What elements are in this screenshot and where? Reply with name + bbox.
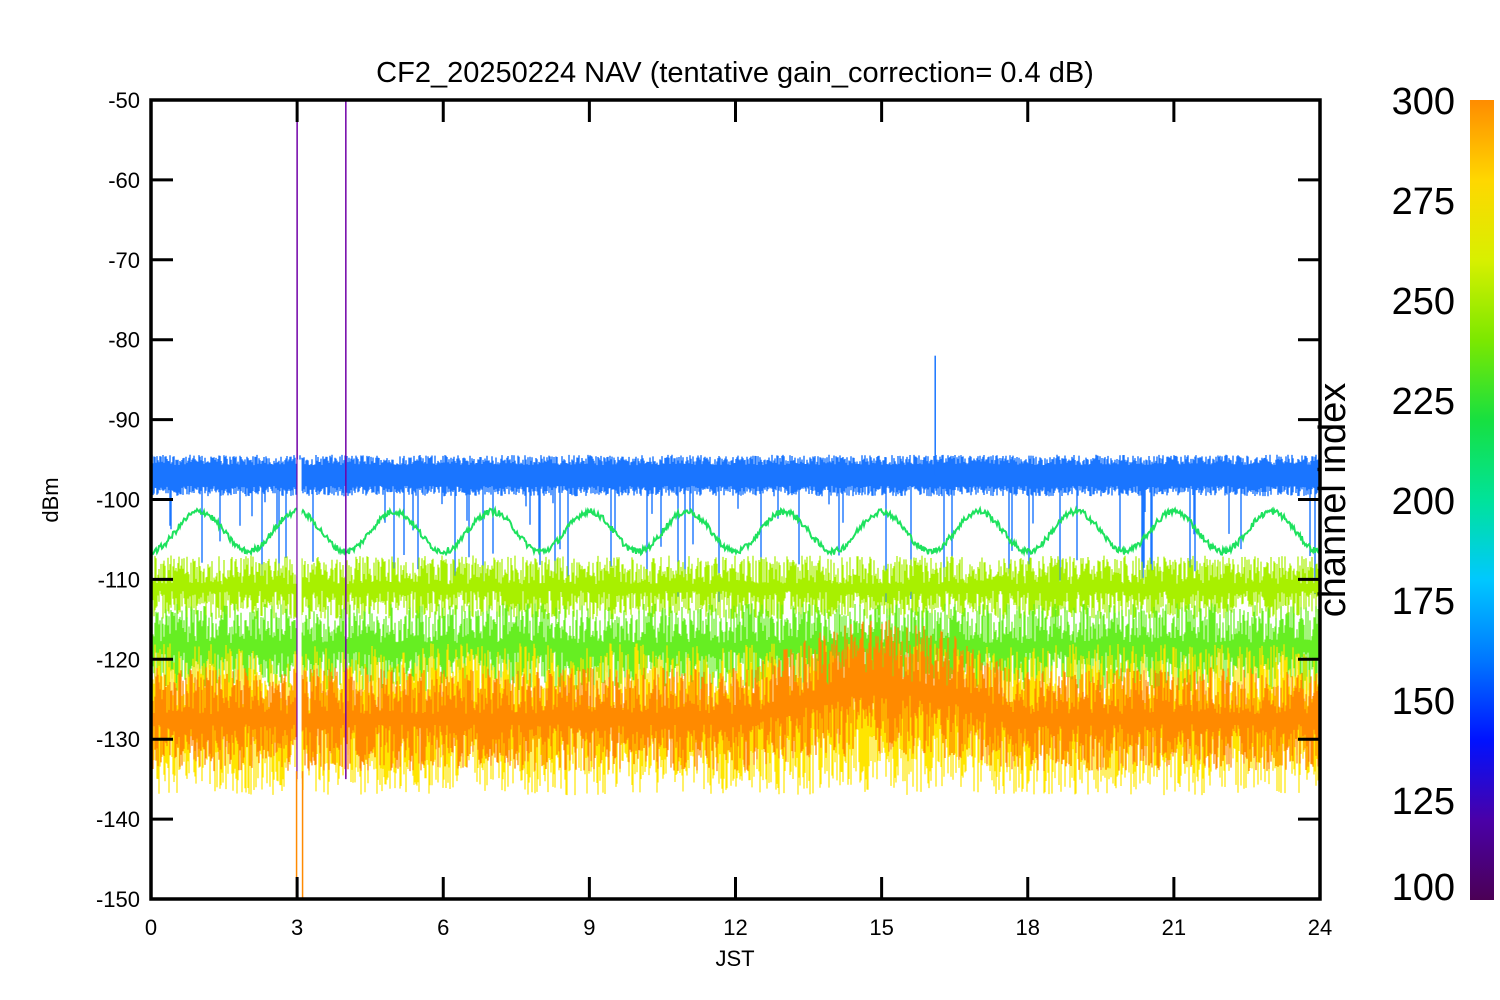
y-tick-label: -150: [96, 887, 140, 912]
colorbar-label: channel index: [1312, 383, 1354, 618]
x-tick-label: 9: [583, 915, 595, 940]
x-tick-label: 15: [869, 915, 893, 940]
y-tick-label: -50: [108, 88, 140, 113]
y-axis-ticks: -50 -60 -70 -80 -90 -100 -110 -120 -130 -140 -150: [96, 88, 1320, 912]
plot-area: [151, 100, 1320, 899]
colorbar-tick-label: 250: [1392, 281, 1455, 323]
series-channel-150: [151, 454, 1320, 603]
y-tick-label: -130: [96, 727, 140, 752]
colorbar-gradient: [1470, 100, 1494, 900]
y-tick-label: -80: [108, 328, 140, 353]
x-tick-label: 6: [437, 915, 449, 940]
x-tick-label: 3: [291, 915, 303, 940]
series-channel-290: [151, 619, 1320, 772]
x-tick-label: 18: [1016, 915, 1040, 940]
colorbar-tick-label: 125: [1392, 781, 1455, 823]
colorbar-tick-label: 200: [1392, 481, 1455, 523]
x-axis-label: JST: [715, 946, 754, 971]
colorbar: 300 275 250 225 200 175 150 125 100 channel inde…: [1312, 81, 1494, 909]
colorbar-tick-label: 275: [1392, 181, 1455, 223]
colorbar-ticks: 300 275 250 225 200 175 150 125 100: [1392, 81, 1455, 909]
y-tick-label: -120: [96, 647, 140, 672]
colorbar-tick-label: 300: [1392, 81, 1455, 123]
y-axis-label: dBm: [38, 477, 63, 522]
y-tick-label: -90: [108, 408, 140, 433]
x-tick-label: 24: [1308, 915, 1332, 940]
y-tick-label: -70: [108, 248, 140, 273]
y-tick-label: -100: [96, 488, 140, 513]
colorbar-tick-label: 175: [1392, 581, 1455, 623]
colorbar-tick-label: 150: [1392, 681, 1455, 723]
x-axis-ticks: 0 3 6 9 12 15 18 21 24: [145, 100, 1332, 940]
y-tick-label: -60: [108, 168, 140, 193]
y-tick-label: -140: [96, 807, 140, 832]
colorbar-tick-label: 225: [1392, 381, 1455, 423]
x-tick-label: 21: [1162, 915, 1186, 940]
y-tick-label: -110: [98, 567, 140, 592]
x-tick-label: 12: [723, 915, 747, 940]
x-tick-label: 0: [145, 915, 157, 940]
data-gap: [297, 459, 302, 899]
chart-title: CF2_20250224 NAV (tentative gain_correct…: [376, 57, 1094, 89]
colorbar-tick-label: 100: [1392, 867, 1455, 909]
series-channel-265: [151, 555, 1320, 620]
